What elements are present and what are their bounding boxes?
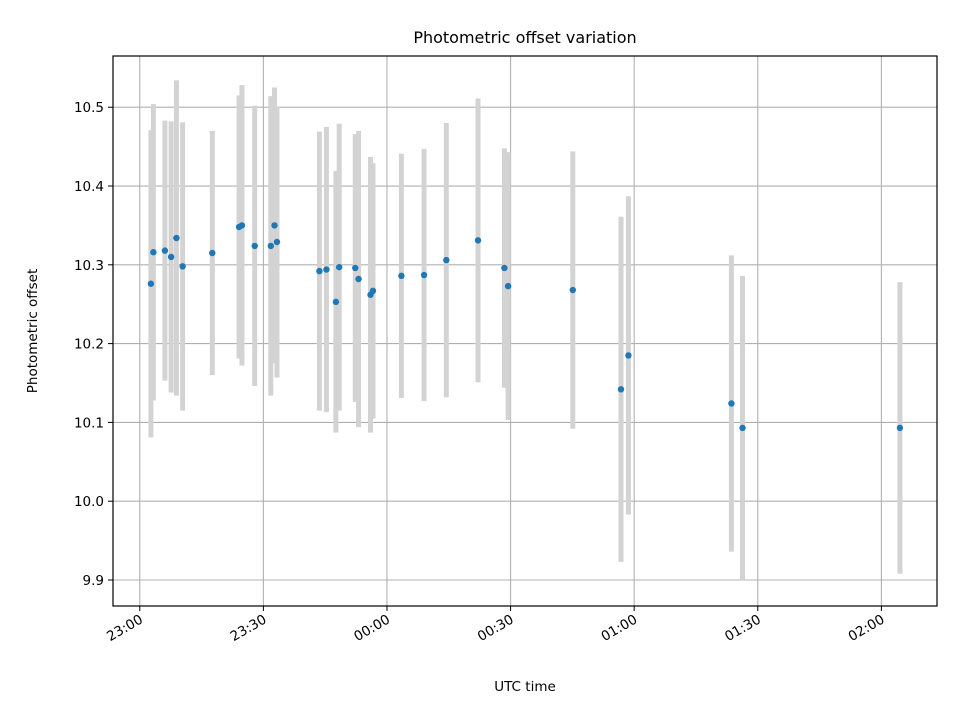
y-tick-label: 10.3 [74,258,104,274]
data-points [147,222,904,432]
data-point [420,271,428,279]
data-point [147,280,155,287]
data-point [209,249,216,257]
data-point [569,286,576,294]
data-point [332,298,340,306]
data-point [150,249,157,256]
plot-frame [112,55,938,607]
data-point [398,272,405,280]
data-point [355,275,362,283]
data-point [335,263,343,271]
chart-title: Photometric offset variation [413,28,636,47]
y-tick-label: 10.4 [74,179,104,195]
data-point [896,424,904,432]
data-point [369,287,377,295]
data-point [352,264,359,272]
data-point [625,352,632,359]
data-point [504,282,512,290]
y-axis-label: Photometric offset [25,269,41,393]
data-point [271,222,278,229]
y-tick-label: 9.9 [83,573,104,589]
data-point [501,264,508,272]
data-point [443,256,450,264]
data-point [728,400,735,407]
data-point [474,237,482,244]
data-point [173,234,180,242]
data-point [161,247,169,254]
data-point [316,267,323,275]
y-tick-label: 10.5 [74,100,104,116]
data-point [323,266,330,273]
x-axis-label: UTC time [494,679,556,695]
y-tick-label: 10.2 [74,337,104,353]
data-point [179,263,186,270]
grid [113,56,937,606]
y-tick-label: 10.1 [74,415,104,431]
data-point [273,238,281,246]
data-point [251,242,258,250]
y-axis-ticks: 9.9 10.0 10.1 10.2 10.3 10.4 10.5 [74,100,113,589]
data-point [167,253,175,261]
y-tick-label: 10.0 [74,494,104,510]
data-point [617,386,625,393]
data-point [739,424,746,432]
data-point [267,242,274,250]
data-point [238,222,246,229]
